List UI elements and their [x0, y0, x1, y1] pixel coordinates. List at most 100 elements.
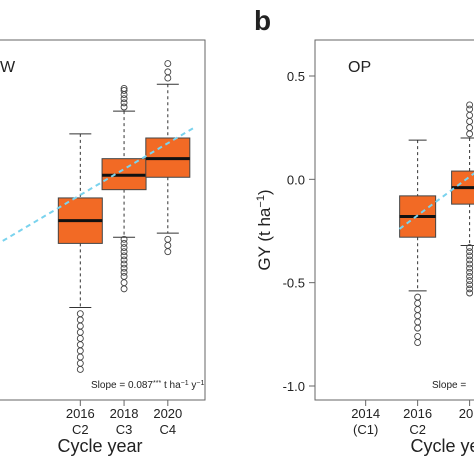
outlier-point	[164, 235, 172, 243]
outlier-point	[120, 99, 128, 107]
box-2016	[399, 139, 437, 347]
y-axis-label: GY (t ha−1)	[255, 189, 274, 270]
slope-unit-exponent: −1	[181, 380, 189, 387]
outlier-point	[466, 289, 474, 297]
slope-year-exponent: −1	[196, 380, 204, 387]
outlier-point	[120, 239, 128, 247]
outlier-point	[466, 260, 474, 268]
outlier-point	[466, 118, 474, 125]
outlier-point	[120, 95, 128, 103]
outlier-point	[414, 299, 422, 307]
outlier-point	[414, 306, 422, 313]
outlier-point	[76, 353, 84, 361]
outlier-point	[466, 244, 474, 251]
outlier-point	[414, 293, 422, 301]
outlier-point	[466, 130, 474, 138]
x-tick-year-label: 2014	[351, 406, 380, 421]
outlier-point	[120, 268, 128, 276]
x-tick-year-label: 2018	[110, 406, 139, 421]
outlier-point	[466, 277, 474, 285]
outlier-point	[76, 322, 84, 330]
box-2018	[101, 84, 147, 293]
outlier-point	[414, 318, 422, 326]
y-axis-label-close: )	[255, 189, 274, 195]
x-axis-label: Cycle ye	[410, 436, 474, 456]
outlier-point	[414, 339, 422, 347]
outlier-point	[164, 242, 172, 249]
box-2018	[451, 101, 474, 297]
outlier-point	[466, 101, 474, 109]
slope-significance: ***	[153, 380, 161, 387]
outlier-point	[466, 248, 474, 256]
outlier-point	[120, 252, 128, 260]
x-tick-cycle-label: C2	[409, 422, 426, 437]
outlier-point	[76, 316, 84, 324]
trend-line	[398, 172, 474, 230]
trend-line	[0, 126, 195, 244]
outlier-point	[466, 268, 474, 276]
slope-unit-year: y	[189, 380, 197, 391]
outlier-point	[414, 312, 422, 320]
slope-value: Slope = 0.087	[91, 380, 153, 391]
panel-title: W	[0, 59, 16, 76]
y-tick-label: 0.0	[287, 172, 305, 187]
outlier-point	[120, 87, 128, 94]
outlier-point	[164, 74, 172, 82]
outlier-point	[164, 60, 172, 68]
outlier-point	[414, 324, 422, 332]
x-axis-label: Cycle year	[57, 436, 142, 456]
outlier-point	[120, 260, 128, 268]
outlier-point	[76, 366, 84, 373]
slope-annotation: Slope = 0.087*** t ha−1 y−1	[91, 380, 205, 392]
outlier-point	[120, 256, 128, 264]
outlier-point	[414, 332, 422, 340]
outlier-point	[120, 273, 128, 280]
outlier-point	[466, 281, 474, 289]
x-tick-year-label: 2016	[403, 406, 432, 421]
y-axis-label-text: GY (t ha	[255, 207, 274, 271]
outlier-point	[120, 279, 128, 287]
panel-letter: b	[254, 5, 271, 36]
x-tick-cycle-label: C4	[160, 422, 177, 437]
outlier-point	[466, 285, 474, 293]
box-2020	[145, 60, 191, 256]
plot-frame	[314, 39, 474, 401]
outlier-point	[76, 347, 84, 355]
outlier-point	[164, 248, 172, 256]
outlier-point	[120, 103, 128, 111]
slope-value: Slope =	[432, 380, 466, 391]
x-tick-cycle-label: C2	[72, 422, 89, 437]
x-tick-year-label: 2016	[66, 406, 95, 421]
y-tick-label: 0.5	[287, 69, 305, 84]
plot-frame	[0, 39, 206, 401]
outlier-point	[76, 335, 84, 342]
y-tick-label: -1.0	[283, 379, 305, 394]
outlier-point	[76, 341, 84, 349]
x-tick-cycle-label: C3	[116, 422, 133, 437]
outlier-point	[120, 285, 128, 293]
box-2016	[57, 133, 103, 373]
x-tick-year-label: 2020	[153, 406, 182, 421]
outlier-point	[120, 248, 128, 256]
slope-unit: t ha	[161, 380, 181, 391]
y-axis-label-exponent: −1	[255, 195, 267, 208]
outlier-point	[120, 84, 128, 92]
outlier-point	[466, 124, 474, 132]
outlier-point	[120, 244, 128, 251]
slope-annotation: Slope =	[432, 380, 466, 391]
outlier-point	[466, 264, 474, 272]
panel-title: OP	[348, 59, 371, 76]
x-tick-cycle-label: (C1)	[353, 422, 378, 437]
outlier-point	[120, 235, 128, 243]
outlier-point	[76, 328, 84, 336]
outlier-point	[120, 264, 128, 272]
outlier-point	[466, 273, 474, 280]
outlier-point	[76, 310, 84, 318]
outlier-point	[466, 105, 474, 113]
outlier-point	[76, 359, 84, 367]
outlier-point	[466, 111, 474, 119]
outlier-point	[466, 252, 474, 260]
